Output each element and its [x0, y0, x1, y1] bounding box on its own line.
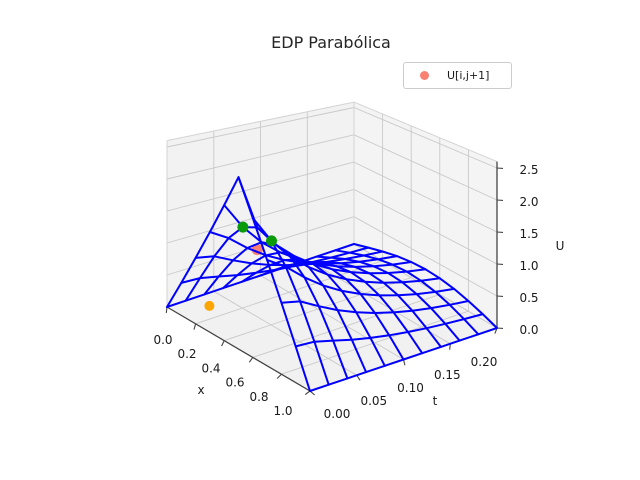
grid-line — [353, 161, 498, 233]
pane-edge — [166, 101, 355, 142]
x-axis-tick — [248, 357, 254, 363]
wireframe-profile-x — [266, 258, 456, 297]
x-axis-label: x — [197, 383, 205, 397]
u-axis-tick-label: 2.5 — [519, 163, 538, 177]
wireframe-profile-x — [208, 231, 398, 265]
x-axis-spine — [166, 306, 311, 392]
u-axis-tick-label: 0.0 — [519, 323, 538, 337]
u-axis-tick-label: 1.0 — [519, 259, 538, 273]
t-axis-tick-label: 0.05 — [360, 394, 387, 408]
u-axis-tick-label: 1.5 — [519, 227, 538, 241]
green-dot-left — [237, 221, 249, 233]
x-axis-tick — [165, 306, 168, 314]
grid-line — [353, 216, 498, 297]
t-axis-tick-label: 0.20 — [471, 355, 498, 369]
wireframe-profile-x — [166, 243, 355, 308]
x-axis-tick-label: 0.6 — [225, 376, 244, 390]
t-axis-tick-label: 0.10 — [397, 381, 424, 395]
wireframe-profile-x — [294, 313, 484, 348]
u-axis-tick-label: 0.5 — [519, 291, 538, 305]
grid-line — [353, 107, 498, 169]
grid-line — [307, 259, 451, 345]
legend-marker-icon — [420, 71, 429, 80]
wireframe-profile-x — [309, 327, 498, 392]
grid-line — [353, 134, 498, 201]
green-dot-right — [266, 235, 277, 247]
t-axis-tick-label: 0.00 — [324, 407, 351, 421]
x-axis-tick — [276, 373, 282, 379]
x-axis-tick — [221, 340, 225, 347]
plot-title: EDP Parabólica — [271, 33, 391, 52]
u-axis-label: U — [555, 239, 565, 253]
u-axis-tick-label: 2.0 — [519, 195, 538, 209]
t-axis-tick-label: 0.15 — [434, 368, 461, 382]
x-axis-tick-label: 1.0 — [273, 404, 292, 418]
pane-edge — [353, 101, 498, 163]
orange-dot — [204, 300, 215, 311]
pane-right-wall — [354, 102, 497, 328]
x-axis-tick-label: 0.8 — [249, 390, 268, 404]
grid-line — [260, 275, 404, 360]
legend: U[i,j+1] — [403, 62, 512, 89]
t-axis-label: t — [432, 394, 438, 408]
x-axis-tick-label: 0.0 — [153, 333, 172, 347]
wireframe-profile-x — [223, 204, 413, 268]
grid-line — [166, 161, 355, 212]
x-axis-tick — [193, 323, 197, 330]
grid-line — [166, 107, 355, 148]
legend-label: U[i,j+1] — [447, 69, 490, 82]
grid-line — [353, 243, 498, 329]
wireframe-profile-x — [194, 250, 384, 267]
x-axis-tick-label: 0.2 — [177, 347, 196, 361]
grid-line — [166, 134, 355, 180]
grid-line — [166, 188, 355, 244]
grid-line — [213, 290, 358, 376]
x-axis-tick-label: 0.4 — [201, 361, 220, 375]
grid-line — [353, 189, 498, 265]
t-axis-tick — [356, 374, 361, 381]
wireframe-profile-x — [180, 246, 370, 284]
wireframe-profile-x — [251, 217, 441, 284]
wireframe-profile-x — [280, 300, 470, 314]
